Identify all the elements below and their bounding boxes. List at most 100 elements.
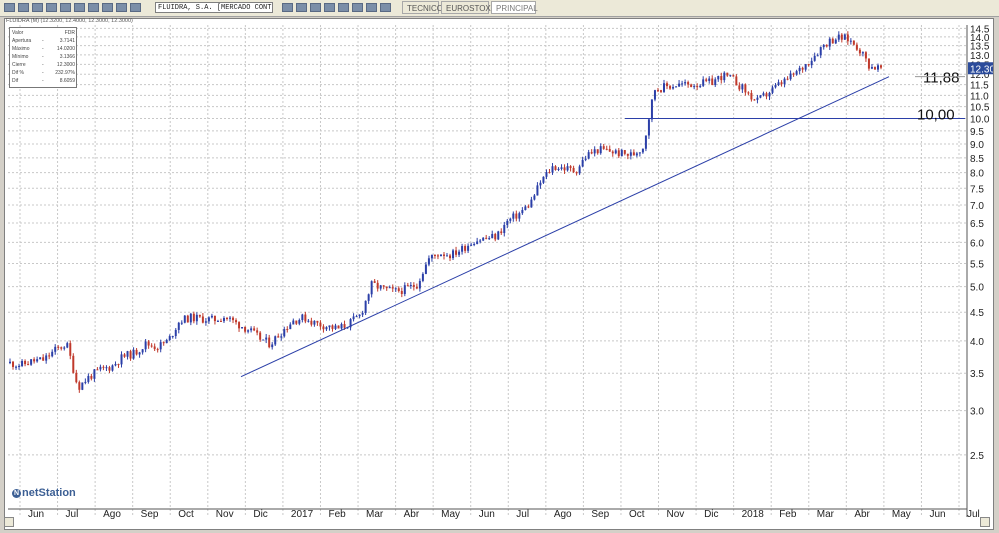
- candle-body: [822, 44, 825, 48]
- candle-body: [669, 86, 672, 89]
- candle-body: [870, 67, 873, 69]
- open-icon[interactable]: [32, 3, 43, 12]
- candle-body: [102, 366, 105, 368]
- candle-body: [141, 349, 144, 353]
- candle-body: [560, 167, 563, 169]
- y-tick-label: 14.0: [970, 33, 990, 44]
- candle-body: [225, 317, 228, 319]
- candle-body: [159, 342, 162, 350]
- export-icon[interactable]: [366, 3, 377, 12]
- candle-body: [533, 195, 536, 200]
- candle-body: [198, 314, 201, 317]
- candle-body: [461, 246, 464, 252]
- candle-body: [96, 369, 99, 371]
- copy-icon[interactable]: [116, 3, 127, 12]
- candle-body: [672, 87, 675, 89]
- y-tick-label: 13.0: [970, 51, 990, 62]
- candle-body: [358, 314, 361, 317]
- y-tick-label: 7.5: [970, 184, 984, 195]
- y-tick-label: 6.0: [970, 238, 984, 249]
- candle-body: [304, 314, 307, 322]
- candle-body: [608, 149, 611, 152]
- indicator-icon[interactable]: [282, 3, 293, 12]
- tab-principal[interactable]: PRINCIPAL: [491, 1, 538, 14]
- candle-body: [409, 284, 412, 287]
- candle-body: [117, 364, 120, 366]
- settings-icon[interactable]: [130, 3, 141, 12]
- candle-body: [268, 337, 271, 348]
- x-tick-label: Jun: [929, 509, 945, 520]
- scroll-right-button[interactable]: [980, 517, 990, 527]
- candle-body: [171, 336, 174, 338]
- compare-icon[interactable]: [352, 3, 363, 12]
- x-tick-label: May: [892, 509, 911, 520]
- support-label: 10,00: [917, 106, 955, 123]
- candle-body: [581, 159, 584, 167]
- scroll-left-button[interactable]: [4, 517, 14, 527]
- candle-body: [21, 360, 24, 367]
- candle-body: [9, 361, 11, 364]
- candle-body: [400, 290, 403, 294]
- candle-body: [849, 40, 852, 42]
- refresh-icon[interactable]: [102, 3, 113, 12]
- candle-body: [99, 366, 102, 370]
- zoom-icon[interactable]: [88, 3, 99, 12]
- chart-icon[interactable]: [46, 3, 57, 12]
- y-tick-label: 8.5: [970, 154, 984, 165]
- candle-body: [819, 47, 822, 56]
- candle-body: [54, 346, 57, 352]
- x-tick-label: Oct: [629, 509, 645, 520]
- list-icon[interactable]: [74, 3, 85, 12]
- candle-body: [855, 44, 858, 50]
- candle-body: [222, 317, 225, 322]
- candle-body: [458, 251, 461, 255]
- line-icon[interactable]: [296, 3, 307, 12]
- candle-body: [162, 342, 165, 344]
- y-tick-label: 13.5: [970, 42, 990, 53]
- candle-body: [735, 76, 738, 86]
- candle-body: [762, 93, 765, 96]
- table-icon[interactable]: [60, 3, 71, 12]
- candle-body: [241, 327, 244, 329]
- candle-body: [406, 285, 409, 287]
- y-tick-label: 10.5: [970, 103, 990, 114]
- candle-body: [524, 206, 527, 211]
- help-icon[interactable]: [380, 3, 391, 12]
- symbol-input[interactable]: FLUIDRA, S.A. [MERCADO CONTINUO]: [155, 2, 273, 13]
- candle-body: [274, 336, 277, 345]
- candle-body: [837, 34, 840, 40]
- candle-body: [177, 322, 180, 330]
- candle-body: [132, 349, 135, 359]
- candle-body: [123, 354, 126, 357]
- delete-icon[interactable]: [324, 3, 335, 12]
- tab-tecnico[interactable]: TECNICO: [402, 1, 443, 14]
- candle-body: [804, 64, 807, 70]
- candle-body: [644, 135, 647, 149]
- print-icon[interactable]: [18, 3, 29, 12]
- candle-body: [497, 231, 500, 240]
- candle-body: [328, 325, 331, 328]
- candle-body: [512, 213, 515, 219]
- candle-body: [446, 255, 449, 257]
- candle-body: [684, 82, 687, 84]
- save-icon[interactable]: [4, 3, 15, 12]
- candle-body: [340, 324, 343, 329]
- price-chart[interactable]: 2.5 3.0 3.5 4.0 4.5 5.0 5.5 6.0 6.5 7.0 7.5 8.0 8.5 9…: [5, 19, 993, 529]
- candle-body: [798, 67, 801, 72]
- candle-body: [60, 347, 63, 349]
- tab-eurostoxx[interactable]: EUROSTOXX: [441, 1, 496, 14]
- info-row: Cierre -12.3000: [12, 62, 75, 68]
- candle-body: [361, 312, 364, 315]
- text-icon[interactable]: [310, 3, 321, 12]
- candle-body: [449, 255, 452, 259]
- y-tick-label: 5.5: [970, 260, 984, 271]
- candle-body: [629, 152, 632, 156]
- candle-body: [491, 234, 494, 239]
- candle-body: [738, 85, 741, 90]
- candle-body: [521, 210, 524, 214]
- x-tick-label: Feb: [328, 509, 346, 520]
- candle-body: [18, 366, 21, 368]
- candle-body: [391, 287, 394, 289]
- candle-body: [352, 316, 355, 320]
- layout-icon[interactable]: [338, 3, 349, 12]
